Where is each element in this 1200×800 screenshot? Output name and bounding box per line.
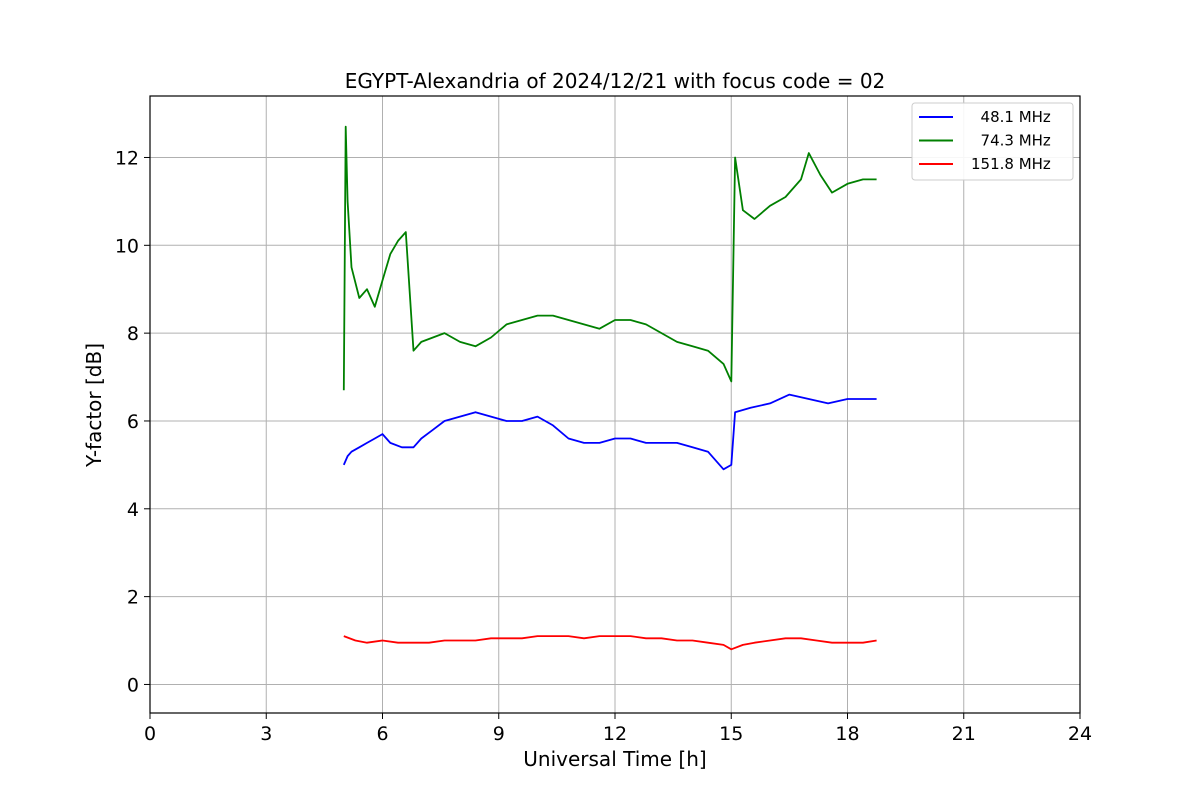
y-tick-label: 12 <box>115 147 139 169</box>
x-tick-label: 12 <box>603 723 627 745</box>
y-axis-label: Y-factor [dB] <box>82 343 106 468</box>
legend-label: 151.8 MHz <box>971 155 1051 173</box>
x-tick-label: 9 <box>493 723 505 745</box>
y-tick-label: 4 <box>127 499 139 521</box>
y-tick-label: 10 <box>115 235 139 257</box>
legend-label: 48.1 MHz <box>971 108 1051 126</box>
legend: 48.1 MHz 74.3 MHz 151.8 MHz <box>911 102 1074 181</box>
series-line-2 <box>342 125 877 391</box>
legend-label: 74.3 MHz <box>971 132 1051 150</box>
y-axis-ticks: 0 2 4 6 8 10 12 <box>115 147 150 696</box>
x-tick-label: 6 <box>376 723 388 745</box>
series-lines <box>342 125 877 651</box>
x-tick-label: 18 <box>835 723 859 745</box>
legend-box <box>911 102 1074 181</box>
y-tick-label: 2 <box>127 587 139 609</box>
x-axis-label: Universal Time [h] <box>523 747 706 771</box>
y-tick-label: 6 <box>127 411 139 433</box>
y-tick-label: 0 <box>127 674 139 696</box>
x-tick-label: 3 <box>260 723 272 745</box>
series-line-3 <box>343 635 877 651</box>
chart-title: EGYPT-Alexandria of 2024/12/21 with focu… <box>345 69 886 93</box>
x-tick-label: 15 <box>719 723 743 745</box>
x-tick-label: 24 <box>1068 723 1092 745</box>
x-axis-ticks: 0 3 6 9 12 15 18 21 24 <box>144 713 1092 745</box>
x-tick-label: 0 <box>144 723 156 745</box>
y-tick-label: 8 <box>127 323 139 345</box>
series-line-1 <box>342 393 877 471</box>
x-tick-label: 21 <box>952 723 976 745</box>
